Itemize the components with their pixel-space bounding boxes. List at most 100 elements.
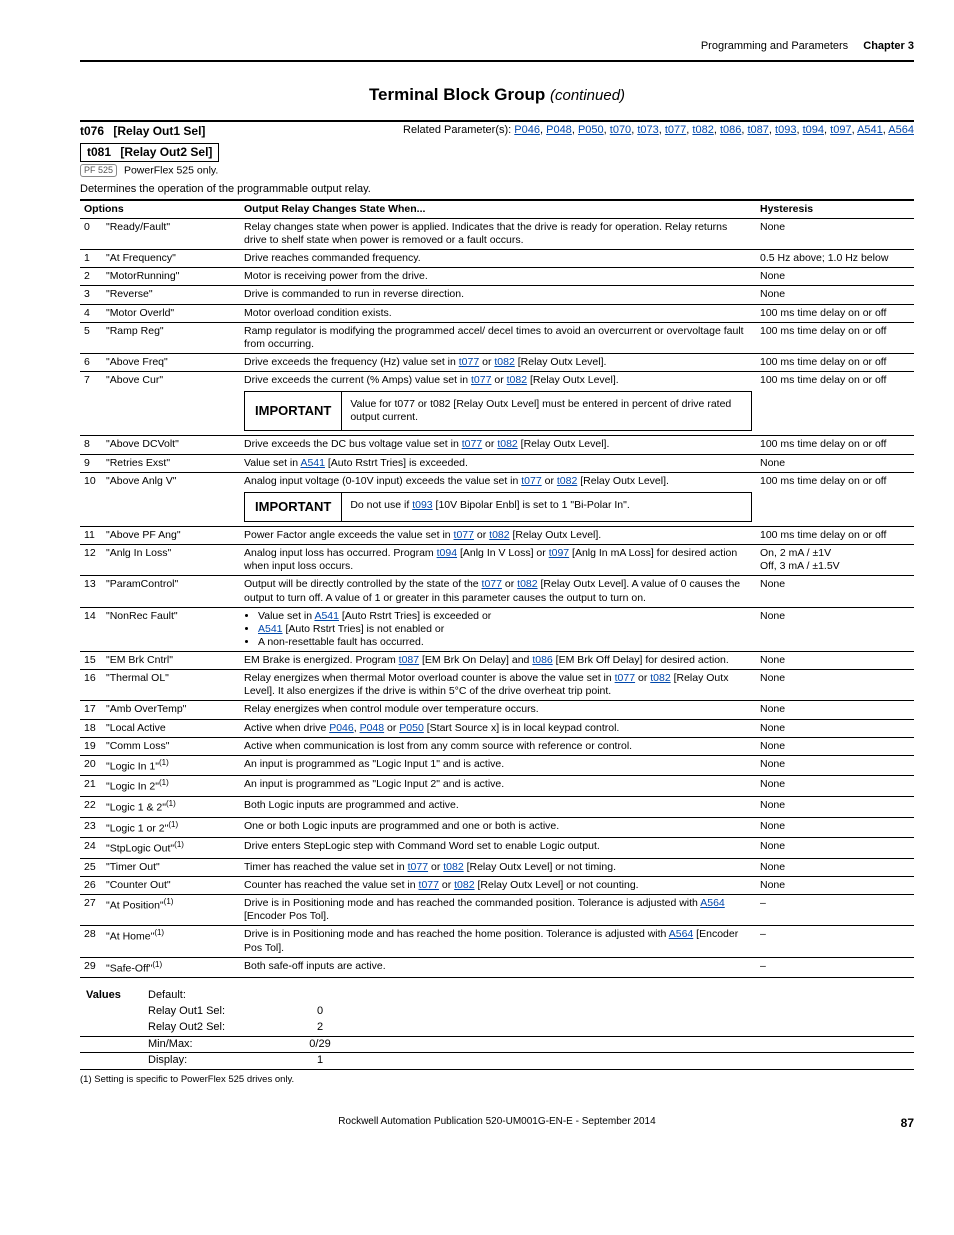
values-block: Values Default: Relay Out1 Sel: 0 Relay … [80, 988, 914, 1070]
param-link[interactable]: t077 [408, 861, 428, 873]
param-link[interactable]: A541 [258, 623, 283, 635]
param-link[interactable]: t082 [517, 578, 537, 590]
param-link[interactable]: t082 [497, 438, 517, 450]
row-description: Relay energizes when control module over… [240, 701, 756, 719]
related-link[interactable]: t093 [775, 124, 796, 136]
related-link[interactable]: t073 [637, 124, 658, 136]
values-disp-key: Display: [142, 1053, 274, 1070]
related-link[interactable]: t097 [830, 124, 851, 136]
param-link[interactable]: t077 [482, 578, 502, 590]
row-sup: (1) [159, 778, 169, 787]
row-option: "MotorRunning" [102, 268, 240, 286]
related-link[interactable]: t086 [720, 124, 741, 136]
row-index: 5 [80, 322, 102, 353]
row-option: "Comm Loss" [102, 737, 240, 755]
row-hysteresis: None [756, 776, 914, 797]
header-section: Programming and Parameters [701, 40, 848, 52]
param-link[interactable]: t082 [507, 374, 527, 386]
related-link[interactable]: P048 [546, 124, 572, 136]
param-link[interactable]: t094 [437, 547, 457, 559]
values-minmax-val: 0/29 [274, 1036, 366, 1053]
param-link[interactable]: t077 [521, 475, 541, 487]
param-link[interactable]: t097 [549, 547, 569, 559]
param-link[interactable]: t077 [471, 374, 491, 386]
param-link[interactable]: t077 [615, 672, 635, 684]
row-hysteresis: None [756, 454, 914, 472]
row-description: Timer has reached the value set in t077 … [240, 858, 756, 876]
row-description: Active when drive P046, P048 or P050 [St… [240, 719, 756, 737]
table-row: 24"StpLogic Out"(1)Drive enters StepLogi… [80, 838, 914, 859]
row-option: "At Home"(1) [102, 926, 240, 957]
param-link[interactable]: A564 [669, 928, 694, 940]
related-link[interactable]: t094 [803, 124, 824, 136]
pf525-note: PowerFlex 525 only. [124, 164, 218, 176]
related-link[interactable]: A541 [857, 124, 883, 136]
param-link[interactable]: t077 [462, 438, 482, 450]
row-sup: (1) [152, 960, 162, 969]
row-hysteresis: None [756, 652, 914, 670]
important-label: IMPORTANT [245, 493, 342, 521]
row-option: "Ramp Reg" [102, 322, 240, 353]
param-link[interactable]: t082 [650, 672, 670, 684]
row-option: "Above Anlg V" [102, 472, 240, 526]
related-link[interactable]: A564 [888, 124, 914, 136]
row-hysteresis: None [756, 670, 914, 701]
th-hysteresis: Hysteresis [756, 200, 914, 219]
param-t076-row: t076 [Relay Out1 Sel] Related Parameter(… [80, 122, 914, 141]
row-hysteresis: On, 2 mA / ±1VOff, 3 mA / ±1.5V [756, 545, 914, 576]
param-link[interactable]: A541 [314, 610, 339, 622]
related-link[interactable]: t070 [610, 124, 631, 136]
row-description: Relay changes state when power is applie… [240, 218, 756, 249]
table-row: 11"Above PF Ang"Power Factor angle excee… [80, 527, 914, 545]
param-link[interactable]: t093 [412, 499, 432, 511]
page-title: Terminal Block Group (continued) [80, 84, 914, 106]
related-link[interactable]: P046 [514, 124, 540, 136]
param-link[interactable]: t086 [532, 654, 552, 666]
param-link[interactable]: P050 [399, 722, 424, 734]
param-link[interactable]: P048 [360, 722, 385, 734]
row-description: Drive is in Positioning mode and has rea… [240, 895, 756, 926]
param-link[interactable]: t082 [454, 879, 474, 891]
row-description: Motor is receiving power from the drive. [240, 268, 756, 286]
table-row: 14"NonRec Fault"Value set in A541 [Auto … [80, 607, 914, 651]
param-link[interactable]: t077 [419, 879, 439, 891]
row-description: EM Brake is energized. Program t087 [EM … [240, 652, 756, 670]
values-label: Values [80, 988, 142, 1036]
param-link[interactable]: t087 [399, 654, 419, 666]
related-link[interactable]: P050 [578, 124, 604, 136]
row-option: "Logic 1 & 2"(1) [102, 797, 240, 818]
important-box: IMPORTANTValue for t077 or t082 [Relay O… [244, 391, 752, 431]
row-option: "Logic In 1"(1) [102, 755, 240, 776]
param-link[interactable]: t082 [489, 529, 509, 541]
param-link[interactable]: A564 [700, 897, 725, 909]
row-index: 28 [80, 926, 102, 957]
row-option: "Logic In 2"(1) [102, 776, 240, 797]
param-t081-num: t081 [87, 145, 111, 159]
param-link[interactable]: t082 [557, 475, 577, 487]
param-link[interactable]: t082 [494, 356, 514, 368]
param-link[interactable]: t077 [454, 529, 474, 541]
row-sup: (1) [164, 897, 174, 906]
related-link[interactable]: t077 [665, 124, 686, 136]
title-main: Terminal Block Group [369, 85, 545, 104]
footer-publication: Rockwell Automation Publication 520-UM00… [338, 1116, 655, 1127]
param-link[interactable]: P046 [329, 722, 354, 734]
row-index: 12 [80, 545, 102, 576]
row-option: "Amb OverTemp" [102, 701, 240, 719]
row-sup: (1) [174, 840, 184, 849]
param-link[interactable]: t082 [443, 861, 463, 873]
table-row: 22"Logic 1 & 2"(1)Both Logic inputs are … [80, 797, 914, 818]
param-link[interactable]: t077 [459, 356, 479, 368]
row-index: 18 [80, 719, 102, 737]
related-link[interactable]: t082 [692, 124, 713, 136]
related-link[interactable]: t087 [748, 124, 769, 136]
row-description: Counter has reached the value set in t07… [240, 877, 756, 895]
table-row: 28"At Home"(1)Drive is in Positioning mo… [80, 926, 914, 957]
row-hysteresis: 100 ms time delay on or off [756, 472, 914, 526]
row-hysteresis: – [756, 895, 914, 926]
table-row: 9"Retries Exst"Value set in A541 [Auto R… [80, 454, 914, 472]
param-t076-num: t076 [80, 124, 104, 138]
row-option: "Retries Exst" [102, 454, 240, 472]
param-link[interactable]: A541 [300, 457, 325, 469]
important-box: IMPORTANTDo not use if t093 [10V Bipolar… [244, 492, 752, 522]
